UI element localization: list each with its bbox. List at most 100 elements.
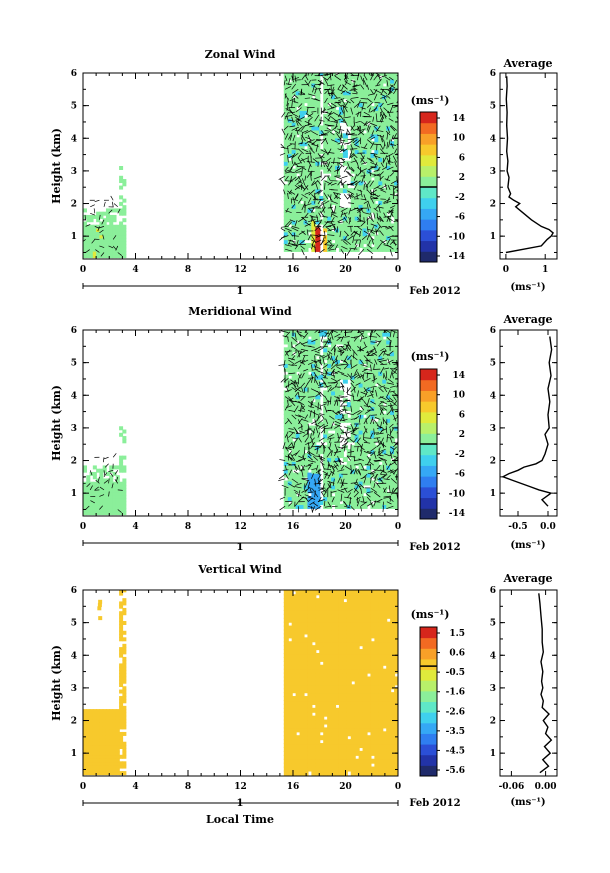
heatmap-cell <box>362 141 368 147</box>
wind-vector <box>327 152 335 154</box>
heatmap-cell <box>109 494 114 499</box>
wind-vector <box>327 464 334 468</box>
heatmap-cell <box>350 366 356 372</box>
heatmap-cell <box>311 113 317 119</box>
wind-vector <box>330 86 335 95</box>
heatmap-cell <box>299 421 305 427</box>
wind-vector <box>360 168 367 172</box>
heatmap-cell <box>354 207 360 213</box>
heatmap-cell <box>378 476 384 482</box>
heatmap-cell <box>112 244 117 249</box>
heatmap-cell <box>331 141 337 147</box>
heatmap-cell <box>122 485 127 489</box>
wind-vector <box>343 75 349 80</box>
wind-vector <box>322 221 329 228</box>
wind-vector <box>334 244 338 251</box>
heatmap-cell <box>287 456 293 462</box>
wind-vector <box>350 88 357 90</box>
wind-vector <box>298 437 302 443</box>
wind-vector <box>330 363 338 370</box>
wind-vector <box>314 492 319 498</box>
wind-vector <box>393 487 397 493</box>
wind-vector <box>389 172 395 177</box>
wind-vector <box>311 364 313 371</box>
heatmap-cell <box>346 347 352 353</box>
heatmap-cell <box>358 125 364 131</box>
wind-vector <box>313 456 319 461</box>
heatmap-cell <box>342 496 348 502</box>
heatmap-cell <box>370 425 376 431</box>
wind-vector <box>347 190 355 195</box>
wind-vector <box>309 487 312 493</box>
heatmap-cell <box>358 141 364 147</box>
heatmap-cell <box>354 156 360 162</box>
wind-vector <box>379 400 384 405</box>
heatmap-cell <box>378 129 384 135</box>
wind-vector <box>312 428 315 436</box>
heatmap-cell <box>299 94 305 100</box>
heatmap-cell <box>335 235 340 241</box>
heatmap-cell <box>112 507 117 512</box>
heatmap-cell <box>327 121 333 127</box>
heatmap-cell <box>299 409 305 415</box>
heatmap-cell <box>283 207 289 213</box>
heatmap-cell <box>311 390 317 396</box>
wind-vector <box>287 451 292 456</box>
wind-vector <box>337 469 345 472</box>
heatmap-cell <box>390 199 396 205</box>
wind-vector <box>393 185 398 191</box>
heatmap-cell <box>394 239 398 245</box>
heatmap-cell <box>390 347 396 353</box>
heatmap-cell <box>295 90 301 96</box>
heatmap-cell <box>350 351 356 357</box>
heatmap-cell <box>83 498 87 503</box>
heatmap-cell <box>122 429 127 434</box>
wind-vector <box>308 189 315 196</box>
heatmap-cell <box>283 347 289 353</box>
wind-vector <box>296 180 302 185</box>
heatmap-cell <box>83 731 87 736</box>
heatmap-cell <box>315 382 321 388</box>
heatmap-cell <box>311 102 317 108</box>
heatmap-cell <box>354 223 360 229</box>
wind-vector <box>366 157 373 162</box>
heatmap-cell <box>331 433 337 439</box>
heatmap-cell <box>303 129 309 135</box>
heatmap-cell <box>358 366 364 372</box>
heatmap-cell <box>358 235 364 241</box>
heatmap-cell <box>283 235 289 241</box>
heatmap-cell <box>102 501 107 506</box>
wind-vector <box>343 445 346 452</box>
heatmap-cell <box>323 460 329 466</box>
wind-vector <box>319 80 322 86</box>
wind-vector <box>298 125 304 131</box>
heatmap-cell <box>287 409 293 415</box>
heatmap-cell <box>311 456 317 462</box>
wind-vector <box>324 230 326 239</box>
heatmap-cell <box>354 331 360 337</box>
colorbar-swatch <box>420 390 437 402</box>
heatmap-cell <box>350 453 356 459</box>
heatmap-cell <box>342 500 348 506</box>
heatmap-cell <box>291 141 297 147</box>
wind-vector <box>322 76 328 81</box>
heatmap-cell <box>331 449 337 455</box>
wind-vector <box>330 450 333 457</box>
heatmap-cell <box>354 406 360 412</box>
wind-vector <box>340 157 346 163</box>
wind-vector <box>301 372 305 379</box>
heatmap-cell <box>374 425 380 431</box>
heatmap-cell <box>287 488 293 494</box>
wind-vector <box>280 378 286 383</box>
heatmap-cell <box>311 445 317 451</box>
heatmap-cell <box>335 113 340 119</box>
wind-vector <box>363 355 369 360</box>
heatmap-cell <box>299 492 305 498</box>
heatmap-cell <box>86 764 91 769</box>
heatmap-cell <box>346 78 352 84</box>
wind-vector <box>314 239 322 244</box>
heatmap-cell <box>346 227 352 233</box>
heatmap-cell <box>370 484 376 490</box>
heatmap-cell <box>307 331 313 337</box>
